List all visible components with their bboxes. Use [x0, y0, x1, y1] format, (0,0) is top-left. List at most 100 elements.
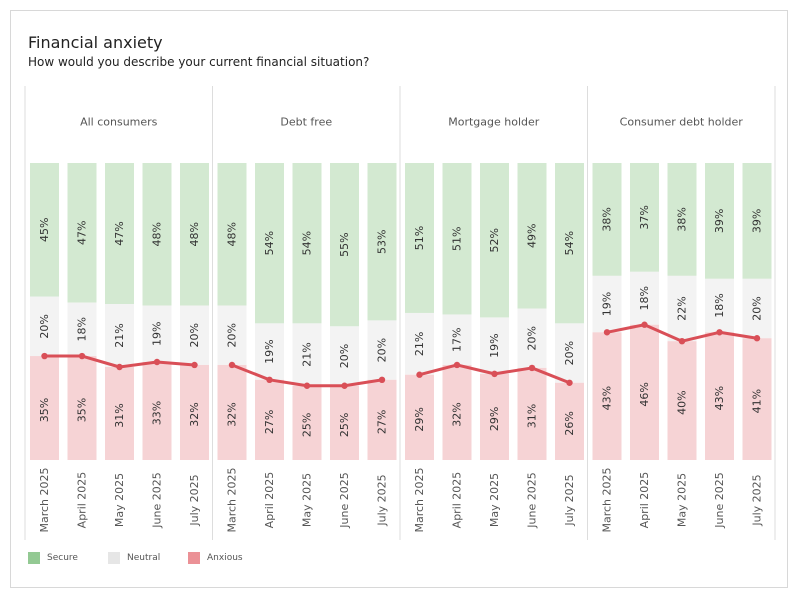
bar-secure [555, 163, 584, 324]
data-label-neutral: 20% [38, 314, 51, 338]
anxious-trend-point [753, 335, 761, 342]
data-label-secure: 47% [76, 221, 89, 245]
bar-anxious [667, 341, 697, 460]
data-label-secure: 38% [676, 207, 689, 231]
bar-anxious [217, 364, 247, 460]
panel-header: Mortgage holder [448, 116, 540, 129]
bar-secure [67, 163, 97, 303]
bar-secure [592, 163, 622, 276]
bar-secure [667, 163, 697, 276]
x-tick-label: April 2025 [451, 472, 464, 529]
data-label-anxious: 31% [526, 404, 539, 428]
bar-neutral [30, 296, 59, 357]
bar-anxious [292, 385, 322, 460]
data-label-neutral: 20% [563, 341, 576, 365]
data-label-anxious: 40% [676, 390, 689, 414]
panel-header: All consumers [80, 116, 158, 129]
bar-secure [630, 163, 659, 272]
bar-neutral [517, 308, 547, 368]
bar-secure [330, 163, 359, 327]
legend-swatch-anxious [188, 552, 200, 564]
bar-secure [705, 163, 734, 279]
data-label-neutral: 19% [263, 339, 276, 363]
x-tick-label: April 2025 [263, 472, 276, 529]
bar-neutral [330, 326, 359, 386]
bar-neutral [142, 305, 172, 362]
bar-neutral [405, 312, 434, 375]
bar-anxious [255, 379, 284, 460]
bar-anxious [480, 373, 509, 460]
bar-anxious [180, 364, 209, 460]
legend-item-secure: Secure [28, 552, 78, 564]
data-label-anxious: 27% [263, 410, 276, 434]
data-label-secure: 39% [713, 209, 726, 233]
chart-title: Financial anxiety [28, 33, 163, 52]
data-label-anxious: 32% [188, 402, 201, 426]
data-label-neutral: 19% [601, 292, 614, 316]
anxious-trend-point [641, 321, 648, 328]
anxious-trend-point [491, 370, 498, 378]
data-label-neutral: 20% [226, 323, 239, 347]
data-label-anxious: 29% [488, 407, 501, 431]
bar-anxious [705, 332, 734, 460]
anxious-trend-point [41, 352, 48, 360]
data-label-neutral: 20% [751, 296, 764, 320]
x-tick-label: May 2025 [676, 473, 689, 527]
data-label-secure: 51% [451, 227, 464, 251]
bar-neutral [292, 323, 322, 386]
data-label-neutral: 20% [188, 323, 201, 347]
legend-swatch-secure [28, 552, 40, 564]
data-label-neutral: 20% [526, 326, 539, 350]
data-label-neutral: 22% [676, 296, 689, 320]
data-label-anxious: 35% [76, 398, 89, 422]
data-label-secure: 55% [338, 232, 351, 256]
anxious-trend-point [341, 382, 348, 389]
panel-header: Debt free [280, 116, 332, 129]
x-tick-label: June 2025 [151, 472, 164, 528]
data-label-neutral: 17% [451, 327, 464, 351]
data-label-anxious: 31% [113, 403, 126, 427]
bar-neutral [180, 305, 209, 365]
x-tick-label: March 2025 [601, 467, 614, 532]
bar-secure [405, 163, 434, 313]
bar-anxious [742, 338, 772, 460]
data-label-secure: 39% [751, 209, 764, 233]
bar-secure [217, 163, 247, 306]
data-label-secure: 54% [563, 231, 576, 255]
bar-neutral [255, 323, 284, 380]
x-tick-label: March 2025 [226, 467, 239, 532]
anxious-trend-point [116, 363, 123, 371]
data-label-anxious: 43% [601, 386, 614, 410]
data-label-neutral: 20% [376, 338, 389, 362]
data-label-neutral: 21% [301, 342, 314, 366]
data-label-anxious: 25% [338, 413, 351, 437]
data-label-neutral: 19% [151, 322, 164, 346]
anxious-trend-point [678, 338, 686, 345]
bar-neutral [67, 302, 97, 357]
anxious-trend-point [78, 352, 86, 360]
chart-subtitle: How would you describe your current fina… [28, 55, 370, 69]
data-label-secure: 48% [226, 222, 239, 246]
x-tick-label: July 2025 [376, 474, 389, 526]
anxious-trend-point [153, 358, 161, 366]
anxious-trend-point [303, 382, 311, 389]
bar-neutral [367, 320, 397, 380]
bar-secure [742, 163, 772, 279]
bar-neutral [555, 323, 584, 383]
data-label-anxious: 29% [413, 407, 426, 431]
bar-secure [367, 163, 397, 321]
data-label-secure: 48% [188, 222, 201, 246]
data-label-anxious: 35% [38, 398, 51, 422]
bar-secure [517, 163, 547, 309]
legend-label-anxious: Anxious [207, 553, 243, 563]
anxious-trend-point [266, 376, 273, 384]
data-label-secure: 45% [38, 218, 51, 242]
anxious-trend-point [453, 361, 461, 369]
data-label-secure: 49% [526, 224, 539, 248]
bar-anxious [30, 356, 59, 460]
bar-neutral [217, 305, 247, 365]
x-tick-label: April 2025 [76, 472, 89, 529]
data-label-secure: 51% [413, 226, 426, 250]
data-label-secure: 52% [488, 228, 501, 252]
